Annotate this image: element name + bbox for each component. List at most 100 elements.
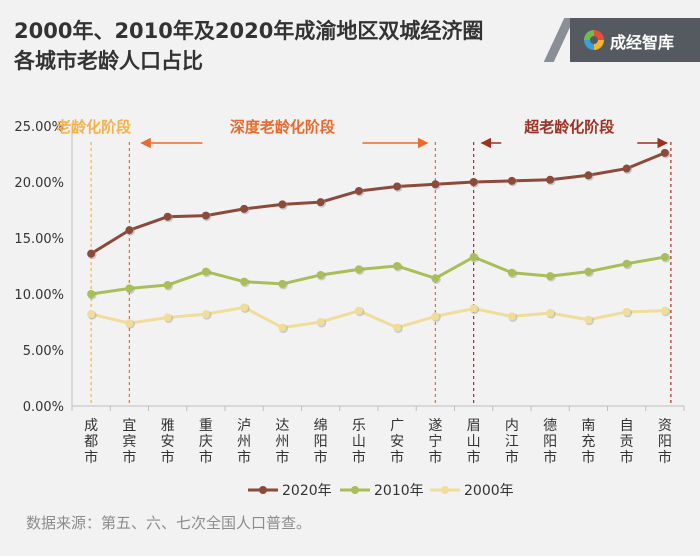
data-point	[622, 164, 631, 173]
data-point	[622, 259, 631, 268]
y-tick-label: 5.00%	[23, 344, 64, 359]
legend-label: 2010年	[374, 483, 424, 499]
data-point	[354, 186, 363, 195]
x-tick-char: 绵	[314, 417, 328, 434]
legend-swatch-marker	[259, 486, 267, 494]
data-point	[278, 200, 287, 209]
chart-title: 2000年、2010年及2020年成渝地区双城经济圈 各城市老龄人口占比	[14, 16, 483, 76]
x-tick-char: 宁	[428, 433, 442, 450]
x-tick-label: 自贡市	[620, 418, 634, 466]
x-tick-char: 市	[428, 449, 442, 466]
data-source-note: 数据来源：第五、六、七次全国人口普查。	[26, 514, 312, 532]
legend-label: 2000年	[464, 483, 514, 499]
data-point	[393, 182, 402, 191]
data-point	[507, 176, 516, 185]
brand-logo-icon	[584, 30, 604, 50]
x-tick-char: 雅	[161, 418, 175, 434]
x-tick-label: 绵阳市	[314, 417, 328, 466]
data-point	[584, 267, 593, 276]
data-point	[125, 319, 134, 328]
data-point	[316, 270, 325, 279]
y-tick-label: 20.00%	[14, 176, 64, 191]
data-point	[546, 175, 555, 184]
data-point	[622, 307, 631, 316]
x-tick-char: 内	[505, 418, 519, 434]
x-tick-char: 宜	[122, 418, 136, 434]
x-tick-char: 泸	[237, 418, 251, 434]
data-point	[584, 171, 593, 180]
data-point	[87, 310, 96, 319]
x-tick-char: 阳	[658, 434, 672, 450]
x-tick-char: 市	[390, 449, 404, 466]
x-tick-label: 乐山市	[352, 418, 366, 466]
x-tick-char: 市	[314, 449, 328, 466]
x-tick-label: 泸州市	[237, 418, 251, 466]
data-point	[240, 277, 249, 286]
data-point	[316, 318, 325, 326]
data-point	[278, 323, 287, 332]
stage-label: 深度老龄化阶段	[230, 118, 335, 136]
x-tick-char: 德	[543, 418, 557, 434]
data-point	[278, 279, 287, 288]
legend-label: 2020年	[282, 483, 332, 499]
data-point	[240, 204, 249, 213]
data-point	[354, 306, 363, 315]
x-tick-char: 安	[161, 434, 175, 450]
x-tick-char: 成	[84, 418, 98, 434]
data-point	[87, 249, 96, 258]
data-point	[87, 290, 96, 298]
series-line	[90, 151, 666, 255]
x-tick-label: 资阳市	[658, 418, 672, 466]
brand-name: 成经智库	[610, 33, 675, 52]
data-point	[431, 180, 440, 189]
x-tick-char: 遂	[428, 418, 442, 434]
data-point	[507, 268, 516, 277]
x-tick-char: 乐	[352, 418, 366, 434]
stage-label: 超老龄化阶段	[523, 118, 614, 136]
x-tick-char: 市	[620, 449, 634, 466]
x-tick-char: 市	[161, 449, 175, 466]
x-tick-char: 眉	[467, 418, 481, 434]
x-tick-char: 市	[467, 449, 481, 466]
x-tick-label: 内江市	[505, 418, 519, 466]
series-line	[90, 305, 665, 330]
data-point	[163, 212, 172, 221]
data-point	[163, 313, 172, 322]
x-tick-char: 自	[620, 418, 634, 434]
y-tick-label: 25.00%	[14, 120, 64, 135]
x-tick-char: 山	[352, 434, 366, 450]
data-point	[431, 312, 440, 321]
data-point	[393, 323, 402, 332]
x-tick-label: 重庆市	[199, 418, 213, 466]
x-tick-char: 市	[581, 449, 595, 466]
x-tick-char: 阳	[543, 434, 557, 450]
data-point	[354, 265, 363, 274]
x-tick-label: 南充市	[581, 418, 595, 466]
x-tick-label: 达州市	[275, 418, 289, 466]
x-tick-char: 资	[658, 418, 672, 434]
x-tick-char: 充	[581, 434, 595, 450]
brand-badge: 成经智库	[543, 18, 700, 62]
data-point	[125, 284, 134, 293]
data-point	[201, 267, 210, 276]
x-tick-char: 山	[467, 434, 481, 450]
x-tick-label: 雅安市	[161, 418, 175, 466]
x-tick-char: 市	[658, 449, 672, 466]
data-point	[201, 211, 210, 220]
legend-swatch-marker	[441, 486, 449, 494]
x-tick-char: 安	[390, 434, 404, 450]
x-tick-label: 成都市	[84, 418, 98, 466]
stage-label: 老龄化阶段	[55, 118, 131, 136]
x-tick-label: 眉山市	[467, 418, 481, 466]
x-tick-char: 贡	[620, 434, 634, 450]
data-point	[469, 253, 478, 262]
data-point	[431, 274, 440, 283]
x-tick-char: 市	[199, 449, 213, 466]
x-tick-label: 德阳市	[543, 418, 557, 466]
x-tick-label: 广安市	[390, 418, 404, 466]
x-tick-char: 州	[237, 434, 251, 450]
data-point	[125, 226, 134, 235]
data-point	[201, 310, 210, 319]
x-tick-char: 都	[84, 434, 98, 450]
